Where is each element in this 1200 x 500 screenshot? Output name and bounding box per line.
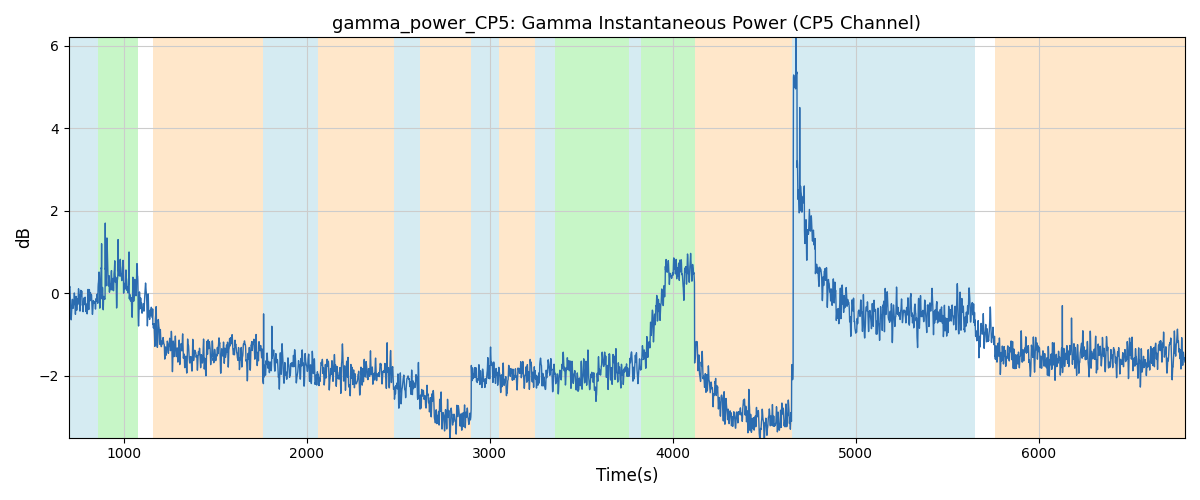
Bar — [420, 38, 472, 438]
Bar — [68, 38, 98, 438]
Bar — [556, 38, 629, 438]
Y-axis label: dB: dB — [16, 226, 34, 248]
Bar — [695, 38, 792, 438]
Bar — [152, 38, 263, 438]
Bar — [995, 38, 1184, 438]
Bar — [395, 38, 420, 438]
Bar — [792, 38, 974, 438]
Title: gamma_power_CP5: Gamma Instantaneous Power (CP5 Channel): gamma_power_CP5: Gamma Instantaneous Pow… — [332, 15, 922, 34]
Bar — [472, 38, 499, 438]
Bar — [499, 38, 535, 438]
Bar — [98, 38, 138, 438]
Bar — [318, 38, 395, 438]
Bar — [642, 38, 695, 438]
Bar — [535, 38, 556, 438]
Bar — [263, 38, 318, 438]
X-axis label: Time(s): Time(s) — [595, 467, 658, 485]
Bar — [629, 38, 642, 438]
